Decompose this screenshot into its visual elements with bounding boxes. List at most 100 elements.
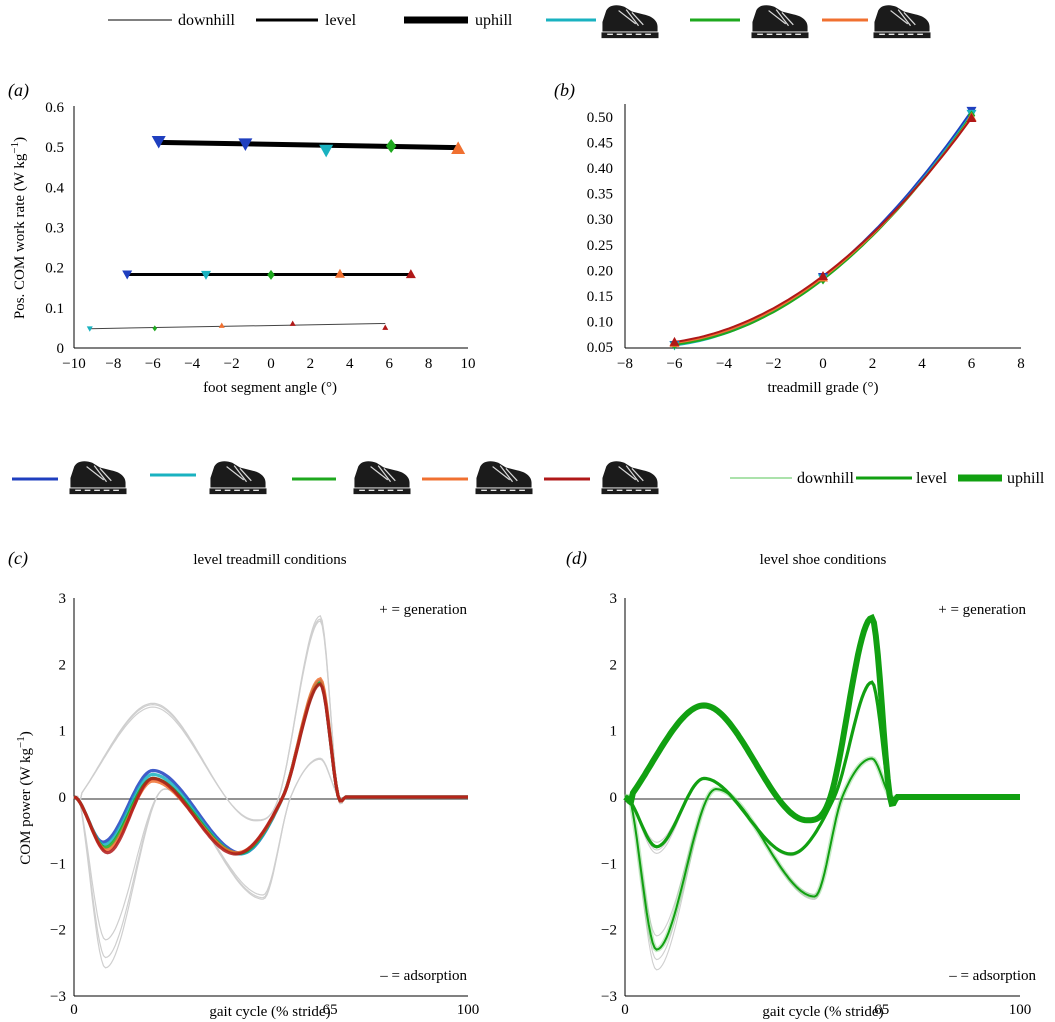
panel-b-curves bbox=[674, 110, 973, 347]
panel-c-bg-uphill-2 bbox=[73, 618, 468, 821]
panel-a-markers bbox=[86, 135, 466, 332]
legend-top-shoe4-icon bbox=[872, 4, 932, 39]
panel-d-ytick-label: 1 bbox=[610, 724, 618, 740]
legend-top-level-label: level bbox=[325, 12, 357, 29]
panel-a-fit-lines bbox=[89, 139, 459, 330]
panel-b-ytick-label: 0.10 bbox=[587, 314, 613, 330]
panel-a: (a) 0 0.1 0.2 0.3 0.4 0.5 0.6 −10 −8 −6 −4 −2 0 2 4 6 8… bbox=[8, 80, 476, 396]
legend-top-shoe2-icon bbox=[600, 4, 660, 39]
panel-c-xtick-label: 65 bbox=[323, 1002, 338, 1018]
panel-d-xtick-labels: 0 65 100 bbox=[621, 1002, 1031, 1018]
panel-b-xtick-label: 8 bbox=[1017, 356, 1025, 372]
panel-d-xtick-label: 100 bbox=[1009, 1002, 1032, 1018]
panel-a-xtick-label: −2 bbox=[224, 356, 240, 372]
panel-a-xtick-label: 4 bbox=[346, 356, 354, 372]
panel-c-ytick-labels: −3 −2 −1 0 1 2 3 bbox=[50, 591, 66, 1005]
panel-a-ytick-label: 0 bbox=[57, 341, 65, 357]
legend-top: downhill level uphill bbox=[108, 4, 932, 39]
panel-b-xtick-label: −2 bbox=[766, 356, 782, 372]
panel-d-ytick-labels: −3 −2 −1 0 1 2 3 bbox=[601, 591, 617, 1005]
panel-a-ylabel-main: Pos. COM work rate (W kg bbox=[12, 153, 28, 319]
legend-top-shoe3-icon bbox=[750, 4, 810, 39]
panel-a-ytick-label: 0.2 bbox=[45, 261, 64, 277]
panel-a-ylabel: Pos. COM work rate (W kg−1) bbox=[9, 137, 28, 319]
panel-a-point-level-1 bbox=[122, 270, 133, 280]
panel-d-ytick-label: −3 bbox=[601, 989, 617, 1005]
legend-bottom-level-label: level bbox=[916, 470, 948, 487]
panel-c-ytick-label: −3 bbox=[50, 989, 66, 1005]
panel-c-annotation-adsorption: – = adsorption bbox=[379, 968, 467, 984]
legend-bottom-shoe3-icon bbox=[352, 460, 412, 495]
panel-a-point-downhill-4 bbox=[289, 320, 296, 326]
legend-bottom: downhill level uphill bbox=[12, 460, 1045, 495]
panel-d-xtick-label: 65 bbox=[874, 1002, 889, 1018]
panel-d-bg-level-3 bbox=[624, 682, 1020, 857]
panel-c-ytick-label: −2 bbox=[50, 923, 66, 939]
panel-b-xtick-label: 6 bbox=[968, 356, 976, 372]
legend-bottom-downhill-label: downhill bbox=[797, 470, 854, 487]
panel-a-ylabel-sup: −1 bbox=[9, 142, 21, 154]
panel-b-xtick-label: −6 bbox=[667, 356, 683, 372]
panel-b-point-shoe5-1 bbox=[669, 336, 680, 346]
panel-a-xtick-label: −6 bbox=[145, 356, 161, 372]
panel-a-point-uphill-5 bbox=[451, 141, 466, 154]
panel-d: (d) level shoe conditions −3 −2 −1 0 1 2 3 0 65… bbox=[566, 548, 1036, 1020]
panel-b-label: (b) bbox=[554, 80, 575, 101]
panel-d-grade-traces bbox=[623, 613, 1020, 953]
panel-a-point-level-5 bbox=[405, 269, 416, 279]
panel-b-xtick-label: −8 bbox=[617, 356, 633, 372]
panel-a-xtick-label: 2 bbox=[307, 356, 315, 372]
panel-a-ytick-label: 0.4 bbox=[45, 180, 64, 196]
panel-d-bg-level-1 bbox=[624, 680, 1020, 854]
panel-a-ytick-label: 0.6 bbox=[45, 100, 64, 116]
panel-a-xtick-label: 10 bbox=[461, 356, 476, 372]
panel-d-bg-downhill-1 bbox=[624, 757, 1020, 937]
panel-c-shoe-traces bbox=[73, 676, 468, 856]
panel-a-fit-uphill bbox=[156, 139, 459, 151]
panel-d-bg-downhill-2 bbox=[624, 758, 1020, 961]
panel-b-xlabel: treadmill grade (°) bbox=[768, 380, 879, 396]
panel-b-xtick-label: 4 bbox=[918, 356, 926, 372]
legend-bottom-shoe2-icon bbox=[208, 460, 268, 495]
panel-a-xtick-labels: −10 −8 −6 −4 −2 0 2 4 6 8 10 bbox=[62, 356, 475, 372]
panel-c-title: level treadmill conditions bbox=[193, 552, 346, 568]
panel-c-xlabel: gait cycle (% stride) bbox=[209, 1004, 330, 1020]
panel-c-ytick-label: 2 bbox=[59, 657, 67, 673]
panel-d-trace-downhill-band bbox=[624, 755, 1020, 953]
panel-c: (c) level treadmill conditions −3 −2 −1 0 1 2… bbox=[8, 548, 479, 1020]
panel-c-ylabel-main: COM power (W kg bbox=[18, 747, 34, 864]
panel-c-label: (c) bbox=[8, 548, 28, 569]
panel-a-point-uphill-3 bbox=[319, 144, 334, 158]
panel-b-xtick-label: 2 bbox=[869, 356, 877, 372]
panel-c-bg-downhill-3 bbox=[73, 758, 468, 969]
panel-d-annotation-adsorption: – = adsorption bbox=[948, 968, 1036, 984]
panel-a-xtick-label: 6 bbox=[385, 356, 393, 372]
panel-d-ytick-label: 3 bbox=[610, 591, 618, 607]
panel-b-ytick-label: 0.20 bbox=[587, 263, 613, 279]
panel-b-point-shoe5-3 bbox=[966, 113, 977, 123]
legend-bottom-shoe1-icon bbox=[68, 460, 128, 495]
panel-a-point-downhill-1 bbox=[86, 326, 93, 332]
panel-c-trace-shoe4 bbox=[73, 676, 468, 855]
panel-c-trace-shoe5 bbox=[73, 682, 468, 856]
panel-b-curve-shoe1 bbox=[674, 110, 973, 346]
panel-c-bg-uphill-3 bbox=[73, 620, 468, 822]
panel-a-point-level-2 bbox=[200, 270, 211, 280]
panel-b-point-shoe5-2 bbox=[818, 270, 828, 280]
panel-c-bg-uphill-1 bbox=[73, 614, 468, 821]
panel-b-xtick-label: 0 bbox=[819, 356, 827, 372]
panel-b-markers bbox=[669, 106, 977, 351]
panel-b-curve-shoe3 bbox=[674, 114, 973, 346]
panel-b-xtick-label: −4 bbox=[716, 356, 732, 372]
panel-c-ytick-label: 0 bbox=[59, 790, 67, 806]
panel-b-xtick-labels: −8 −6 −4 −2 0 2 4 6 8 bbox=[617, 356, 1025, 372]
panel-c-trace-shoe1 bbox=[73, 680, 468, 856]
panel-a-xtick-label: −4 bbox=[184, 356, 200, 372]
panel-a-xlabel: foot segment angle (°) bbox=[203, 380, 337, 396]
panel-a-point-level-3 bbox=[267, 269, 275, 280]
panel-d-xlabel: gait cycle (% stride) bbox=[762, 1004, 883, 1020]
panel-d-ytick-label: −2 bbox=[601, 923, 617, 939]
panel-a-ytick-labels: 0 0.1 0.2 0.3 0.4 0.5 0.6 bbox=[45, 100, 64, 357]
panel-a-fit-downhill bbox=[89, 322, 386, 330]
panel-b-ytick-label: 0.50 bbox=[587, 110, 613, 126]
